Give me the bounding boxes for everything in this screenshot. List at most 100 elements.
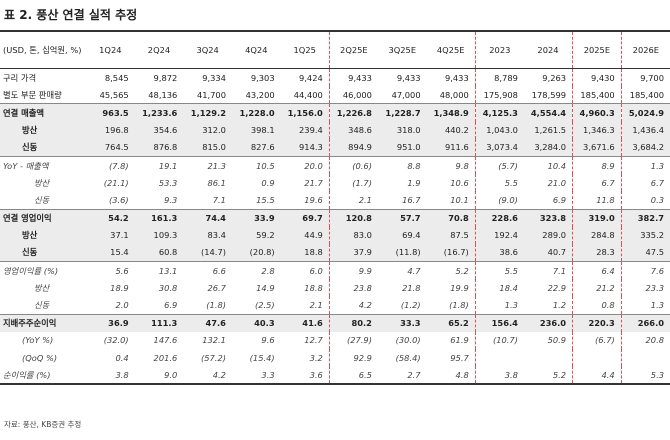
cell: 19.1	[134, 155, 184, 175]
cell: (3.6)	[108, 194, 129, 205]
cell: 3.2	[309, 352, 323, 363]
cell: 9,433	[328, 68, 378, 87]
cell: 8,789	[494, 72, 518, 83]
cell: 827.6	[231, 138, 281, 157]
cell: 4,125.3	[475, 103, 524, 122]
cell: 120.8	[328, 208, 378, 227]
cell: 236.0	[523, 313, 573, 332]
source-note: 자료: 풍산, KB증권 추정	[4, 420, 82, 429]
cell: 10.5	[231, 155, 281, 175]
table-row: 신동 (3.6) 9.3 7.1 15.5 19.6 2.1 16.7 10.1 (9.0) 6.9…	[0, 191, 670, 209]
row-label: 신동	[0, 243, 86, 262]
cell: 10.6	[426, 174, 476, 192]
cell	[475, 349, 524, 366]
cell: 2.0	[115, 300, 129, 311]
cell: 1,346.3	[572, 121, 622, 139]
cell: (9.0)	[498, 194, 518, 205]
row-label: (QoQ %)	[22, 352, 58, 363]
cell: 1,129.2	[183, 103, 232, 122]
cell: 1,228.7	[377, 103, 427, 122]
cell: 1,261.5	[523, 121, 573, 139]
column-header: 2025E	[572, 30, 622, 69]
cell: 61.9	[426, 331, 476, 349]
cell: 0.4	[115, 352, 129, 363]
cell: 15.4	[86, 243, 135, 262]
cell: 4.7	[377, 261, 427, 280]
cell: 5.3	[621, 366, 670, 386]
cell: 38.6	[475, 243, 524, 262]
cell: 40.7	[523, 243, 573, 262]
cell: 876.8	[134, 138, 184, 157]
cell: 914.3	[280, 138, 330, 157]
cell: 33.9	[231, 208, 281, 227]
cell: 6.7	[572, 174, 622, 192]
row-label: 방산	[0, 226, 86, 244]
cell	[524, 349, 573, 366]
cell: 196.8	[86, 121, 135, 139]
cell: (10.7)	[492, 335, 518, 346]
cell: 894.9	[328, 138, 378, 157]
cell: 3.6	[280, 366, 330, 386]
cell: 12.7	[304, 335, 323, 346]
cell: 348.6	[328, 121, 378, 139]
cell: 6.5	[328, 366, 378, 386]
cell: 23.8	[328, 279, 378, 297]
row-label: 구리 가격	[3, 72, 37, 83]
cell: 47.6	[183, 313, 232, 332]
cell: (5.7)	[475, 155, 524, 175]
cell: 86.1	[207, 177, 226, 188]
cell: 109.3	[134, 226, 184, 244]
row-label: 방산	[34, 282, 50, 293]
cell: 4.4	[572, 366, 622, 386]
column-header: 1Q25	[280, 30, 330, 69]
cell: 3,284.0	[523, 138, 573, 157]
column-header: 3Q24	[183, 30, 232, 69]
cell: 951.0	[377, 138, 427, 157]
row-label: (YoY %)	[22, 335, 54, 346]
cell: (15.4)	[249, 352, 275, 363]
cell: 8,545	[104, 72, 129, 83]
cell: (32.0)	[103, 335, 129, 346]
cell: 178,599	[531, 89, 567, 100]
table-row: 연결 매출액 963.5 1,233.6 1,129.2 1,228.0 1,156.0 1…	[0, 103, 670, 122]
cell: 53.3	[158, 177, 178, 188]
cell: 14.9	[256, 282, 275, 293]
cell: (27.9)	[328, 331, 378, 349]
table-row: 방산 37.1 109.3 83.4 59.2 44.9 83.0 69.4 87.5 192.4…	[0, 226, 670, 244]
cell: 289.0	[523, 226, 573, 244]
cell: 764.5	[86, 138, 135, 157]
cell: 9.8	[426, 155, 476, 175]
cell: 10.4	[523, 155, 573, 175]
cell: 7.6	[621, 261, 670, 280]
cell: 161.3	[134, 208, 184, 227]
cell: 16.7	[402, 194, 421, 205]
cell: 185,400	[572, 86, 622, 104]
cell: 312.0	[183, 121, 232, 139]
cell: 6.6	[183, 261, 232, 280]
cell: 5.2	[523, 366, 573, 386]
cell: (1.2)	[400, 300, 421, 311]
row-label: 별도 부문 판매량	[3, 89, 62, 100]
cell: 3,073.4	[475, 138, 524, 157]
row-label: 지배주주순이익	[0, 313, 86, 332]
table-row: 구리 가격 8,545 9,872 9,334 9,303 9,424 9,433 9,433…	[0, 68, 670, 87]
column-header: 2023	[475, 30, 524, 69]
cell: 23.3	[645, 282, 664, 293]
cell: (30.0)	[395, 335, 421, 346]
table-row: 신동 15.4 60.8 (14.7) (20.8) 18.8 37.9 (11.8) (16.…	[0, 243, 670, 262]
cell: 1,233.6	[134, 103, 184, 122]
cell: 3,684.2	[621, 138, 670, 157]
cell: 6.9	[164, 300, 178, 311]
cell: 4.8	[426, 366, 476, 386]
cell: 26.7	[207, 282, 226, 293]
cell: 8.9	[572, 155, 622, 175]
row-label: 방산	[34, 177, 50, 188]
cell: 1,226.8	[328, 103, 378, 122]
cell: 398.1	[231, 121, 281, 139]
cell: 20.0	[280, 155, 330, 175]
cell: 36.9	[86, 313, 135, 332]
cell: 147.6	[153, 335, 178, 346]
cell: 6.9	[552, 194, 567, 205]
cell: 5.5	[475, 261, 524, 280]
